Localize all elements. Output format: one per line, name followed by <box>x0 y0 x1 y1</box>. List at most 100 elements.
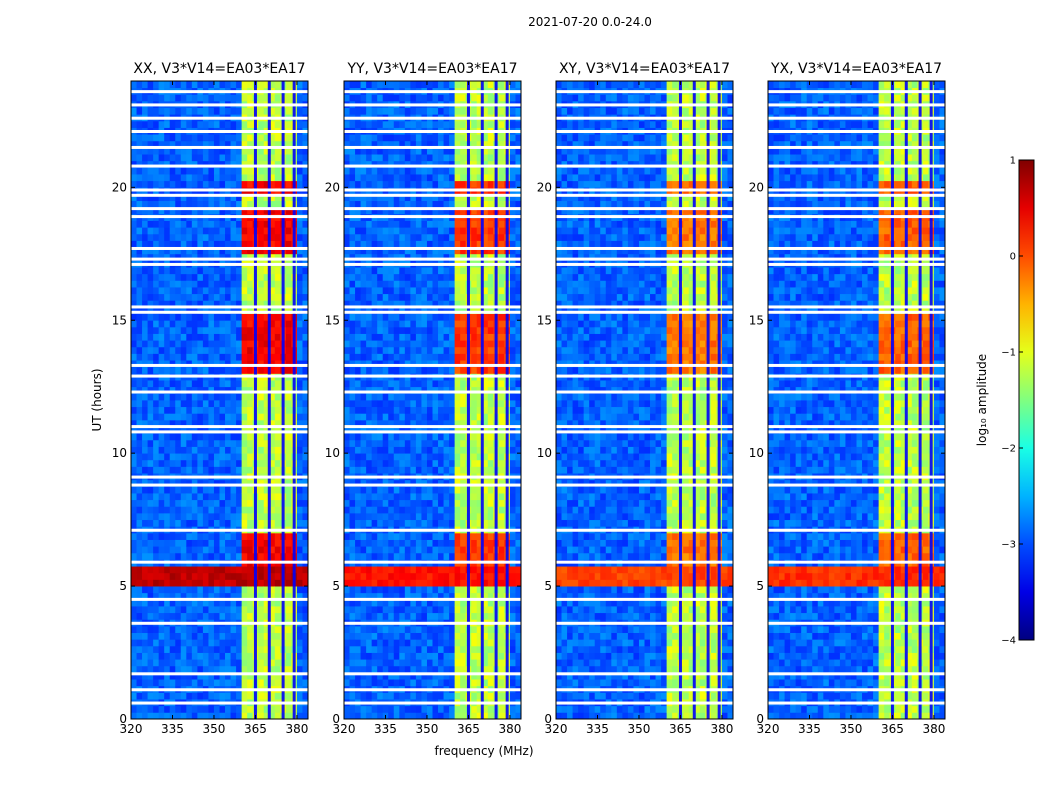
heatmap-cell <box>361 320 367 327</box>
heatmap-cell <box>197 314 203 321</box>
heatmap-cell <box>444 506 450 513</box>
heatmap-cell <box>366 154 372 161</box>
heatmap-cell <box>203 520 209 527</box>
heatmap-cell <box>444 154 450 161</box>
heatmap-cell <box>137 553 143 560</box>
heatmap-cell <box>159 413 165 420</box>
heatmap-cell <box>410 626 416 633</box>
heatmap-cell <box>355 121 361 128</box>
heatmap-cell <box>444 274 450 281</box>
heatmap-cell <box>383 367 389 374</box>
heatmap-cell <box>181 513 187 520</box>
heatmap-cell <box>383 400 389 407</box>
heatmap-cell <box>394 646 400 653</box>
heatmap-cell <box>377 460 383 467</box>
heatmap-cell <box>410 274 416 281</box>
heatmap-cell <box>355 353 361 360</box>
heatmap-cell <box>131 679 137 686</box>
heatmap-cell <box>148 566 154 573</box>
x-tick-label: 380 <box>285 722 308 736</box>
heatmap-cell <box>344 393 350 400</box>
heatmap-cell <box>181 573 187 580</box>
heatmap-cell <box>159 267 165 274</box>
heatmap-cell <box>388 234 394 241</box>
heatmap-cell <box>444 241 450 248</box>
heatmap-cell <box>175 294 181 301</box>
heatmap-cell <box>231 340 237 347</box>
heatmap-cell <box>214 327 220 334</box>
heatmap-cell <box>427 294 433 301</box>
heatmap-cell <box>286 94 292 101</box>
heatmap-cell <box>344 94 350 101</box>
heatmap-cell <box>361 553 367 560</box>
heatmap-cell <box>159 327 165 334</box>
heatmap-cell <box>361 367 367 374</box>
heatmap-cell <box>297 201 303 208</box>
heatmap-cell <box>388 633 394 640</box>
heatmap-cell <box>383 500 389 507</box>
heatmap-cell <box>399 327 405 334</box>
heatmap-cell <box>286 666 292 673</box>
heatmap-cell <box>286 639 292 646</box>
heatmap-cell <box>355 520 361 527</box>
heatmap-cell <box>350 639 356 646</box>
heatmap-cell <box>170 400 176 407</box>
heatmap-cell <box>366 234 372 241</box>
heatmap-cell <box>175 533 181 540</box>
heatmap-cell <box>388 493 394 500</box>
heatmap-cell <box>203 573 209 580</box>
heatmap-cell <box>433 513 439 520</box>
heatmap-cell <box>231 181 237 188</box>
heatmap-cell <box>142 513 148 520</box>
heatmap-cell <box>164 108 170 115</box>
heatmap-cell <box>131 353 137 360</box>
heatmap-cell <box>153 666 159 673</box>
heatmap-cell <box>449 520 455 527</box>
heatmap-cell <box>258 174 264 181</box>
heatmap-cell <box>444 639 450 646</box>
heatmap-cell <box>399 440 405 447</box>
heatmap-cell <box>131 413 137 420</box>
heatmap-cell <box>236 221 242 228</box>
heatmap-cell <box>175 314 181 321</box>
heatmap-cell <box>242 234 248 241</box>
heatmap-cell <box>131 221 137 228</box>
heatmap-cell <box>175 134 181 141</box>
heatmap-cell <box>427 201 433 208</box>
heatmap-cell <box>416 513 422 520</box>
heatmap-cell <box>366 712 372 719</box>
heatmap-cell <box>399 154 405 161</box>
heatmap-cell <box>399 181 405 188</box>
heatmap-cell <box>192 167 198 174</box>
heatmap-cell <box>242 181 248 188</box>
heatmap-cell <box>242 280 248 287</box>
heatmap-cell <box>394 413 400 420</box>
heatmap-cell <box>247 493 253 500</box>
heatmap-cell <box>148 287 154 294</box>
heatmap-cell <box>170 579 176 586</box>
heatmap-cell <box>361 646 367 653</box>
heatmap-cell <box>427 94 433 101</box>
heatmap-cell <box>153 453 159 460</box>
heatmap-cell <box>181 400 187 407</box>
heatmap-cell <box>286 227 292 234</box>
heatmap-cell <box>444 167 450 174</box>
heatmap-cell <box>372 633 378 640</box>
heatmap-cell <box>372 353 378 360</box>
heatmap-cell <box>344 267 350 274</box>
heatmap-cell <box>153 520 159 527</box>
heatmap-cell <box>247 413 253 420</box>
heatmap-cell <box>186 274 192 281</box>
heatmap-cell <box>153 241 159 248</box>
heatmap-cell <box>247 706 253 713</box>
heatmap-cell <box>410 400 416 407</box>
heatmap-cell <box>355 639 361 646</box>
heatmap-cell <box>258 280 264 287</box>
heatmap-cell <box>148 679 154 686</box>
heatmap-cell <box>164 566 170 573</box>
heatmap-cell <box>225 181 231 188</box>
heatmap-cell <box>142 367 148 374</box>
heatmap-cell <box>164 334 170 341</box>
heatmap-cell <box>197 606 203 613</box>
heatmap-cell <box>405 447 411 454</box>
